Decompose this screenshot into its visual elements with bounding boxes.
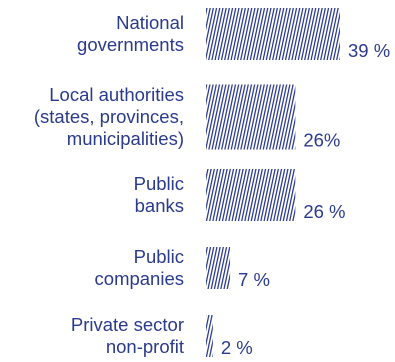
category-label-1: Local authorities (states, provinces, muni… — [34, 84, 184, 149]
bar-3 — [206, 247, 231, 289]
category-label-line: non-profit — [106, 336, 184, 357]
category-label-line: (states, provinces, — [34, 106, 184, 127]
category-label-line: banks — [135, 195, 184, 216]
category-label-0: National governments — [77, 12, 184, 55]
category-label-3: Public companies — [95, 246, 184, 289]
bar-4 — [206, 315, 213, 357]
value-labels: 39 % 26% 26 % 7 % 2 % — [221, 40, 390, 358]
category-label-line: governments — [77, 34, 184, 55]
value-label-4: 2 % — [221, 337, 253, 358]
value-label-1: 26% — [303, 130, 340, 151]
category-label-line: municipalities) — [67, 128, 184, 149]
category-label-2: Public banks — [134, 173, 184, 216]
value-label-3: 7 % — [238, 269, 270, 290]
category-label-line: Private sector — [71, 314, 184, 335]
bar-2 — [206, 169, 296, 221]
category-label-line: Public — [134, 173, 184, 194]
bar-0 — [206, 8, 340, 60]
bar-1 — [206, 84, 296, 150]
category-label-line: Public — [134, 246, 184, 267]
bars-layer — [206, 8, 340, 357]
category-label-line: companies — [95, 268, 184, 289]
category-labels: National governments Local authorities (sta… — [34, 12, 184, 357]
category-label-4: Private sector non-profit — [71, 314, 184, 357]
value-label-0: 39 % — [348, 40, 390, 61]
category-label-line: Local authorities — [49, 84, 184, 105]
value-label-2: 26 % — [303, 201, 345, 222]
category-label-line: National — [116, 12, 184, 33]
